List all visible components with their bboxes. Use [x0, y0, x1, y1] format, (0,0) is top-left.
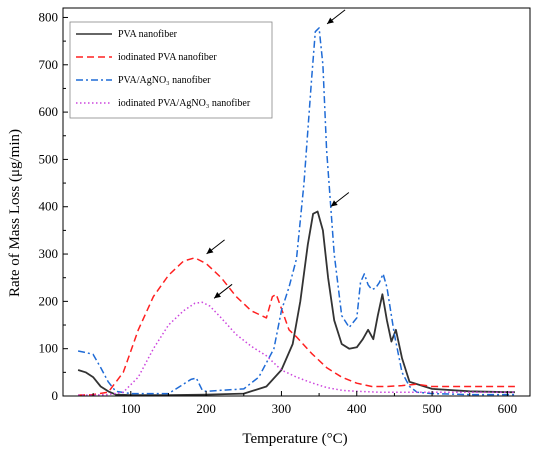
- axes-layer: 100 200 300 400 500 600 0 100 200 300 400 500 600 700…: [39, 7, 531, 416]
- y-tick-label: 600: [39, 104, 59, 119]
- plot-frame: [62, 7, 531, 397]
- x-tick-label: 200: [196, 401, 216, 416]
- annotation-arrowhead-0: [327, 17, 334, 24]
- series-line-3: [78, 301, 515, 396]
- legend: PVA nanofiber iodinated PVA nanofiber PV…: [69, 21, 273, 119]
- annotation-arrowhead-3: [214, 292, 221, 299]
- legend-label-pva: PVA nanofiber: [118, 29, 178, 40]
- y-tick-label: 800: [39, 9, 59, 24]
- legend-label-pva-agno3: PVA/AgNO₃ nanofiber: [118, 75, 211, 86]
- legend-label-iodinated-pva: iodinated PVA nanofiber: [118, 52, 217, 63]
- y-tick-label: 100: [39, 341, 59, 356]
- annotation-arrowhead-1: [330, 200, 338, 207]
- series-line-2: [77, 27, 515, 396]
- y-tick-label: 200: [39, 293, 59, 308]
- y-tick-label: 500: [39, 151, 59, 166]
- x-tick-label: 300: [272, 401, 292, 416]
- arrow-layer: [206, 9, 350, 299]
- legend-box: [69, 21, 273, 119]
- x-tick-label: 400: [347, 401, 367, 416]
- y-tick-label: 400: [39, 199, 59, 214]
- y-tick-label: 700: [39, 57, 59, 72]
- legend-label-iodinated-pva-agno3: iodinated PVA/AgNO₃ nanofiber: [118, 98, 251, 109]
- x-tick-label: 500: [422, 401, 442, 416]
- y-tick-label: 0: [52, 388, 59, 403]
- x-axis-title: Temperature (°C): [242, 431, 347, 447]
- annotation-arrowhead-2: [206, 247, 214, 254]
- y-tick-label: 300: [39, 246, 59, 261]
- series-line-1: [78, 257, 515, 396]
- x-tick-label: 100: [121, 401, 141, 416]
- series-line-0: [77, 210, 515, 396]
- y-axis-title: Rate of Mass Loss (μg/min): [7, 129, 23, 297]
- x-tick-label: 600: [498, 401, 518, 416]
